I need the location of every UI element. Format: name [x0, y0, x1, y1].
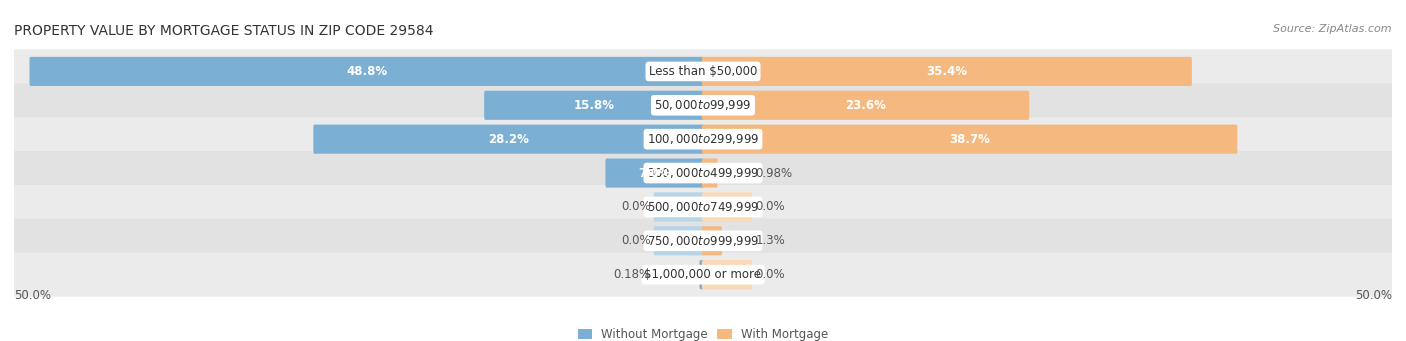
FancyBboxPatch shape	[702, 124, 1237, 154]
Text: 0.98%: 0.98%	[755, 166, 793, 180]
FancyBboxPatch shape	[314, 124, 704, 154]
FancyBboxPatch shape	[699, 260, 704, 289]
FancyBboxPatch shape	[702, 159, 717, 188]
FancyBboxPatch shape	[7, 219, 1399, 263]
Text: 0.0%: 0.0%	[621, 201, 651, 213]
FancyBboxPatch shape	[654, 226, 704, 255]
FancyBboxPatch shape	[702, 226, 723, 255]
FancyBboxPatch shape	[702, 91, 1029, 120]
FancyBboxPatch shape	[654, 192, 704, 222]
Text: 38.7%: 38.7%	[949, 133, 990, 146]
FancyBboxPatch shape	[30, 57, 704, 86]
FancyBboxPatch shape	[606, 159, 704, 188]
Text: 0.0%: 0.0%	[755, 201, 785, 213]
FancyBboxPatch shape	[7, 151, 1399, 195]
FancyBboxPatch shape	[702, 192, 752, 222]
FancyBboxPatch shape	[7, 253, 1399, 297]
FancyBboxPatch shape	[7, 185, 1399, 229]
Text: 0.0%: 0.0%	[755, 268, 785, 281]
Text: 1.3%: 1.3%	[755, 234, 785, 247]
Text: $300,000 to $499,999: $300,000 to $499,999	[647, 166, 759, 180]
FancyBboxPatch shape	[7, 83, 1399, 127]
Text: $50,000 to $99,999: $50,000 to $99,999	[654, 98, 752, 112]
Text: 7.0%: 7.0%	[638, 166, 671, 180]
Text: 23.6%: 23.6%	[845, 99, 886, 112]
Text: $500,000 to $749,999: $500,000 to $749,999	[647, 200, 759, 214]
Text: 50.0%: 50.0%	[1355, 289, 1392, 302]
Text: $100,000 to $299,999: $100,000 to $299,999	[647, 132, 759, 146]
FancyBboxPatch shape	[702, 57, 1192, 86]
Text: $1,000,000 or more: $1,000,000 or more	[644, 268, 762, 281]
Text: 50.0%: 50.0%	[14, 289, 51, 302]
Legend: Without Mortgage, With Mortgage: Without Mortgage, With Mortgage	[578, 328, 828, 341]
Text: 48.8%: 48.8%	[346, 65, 388, 78]
Text: PROPERTY VALUE BY MORTGAGE STATUS IN ZIP CODE 29584: PROPERTY VALUE BY MORTGAGE STATUS IN ZIP…	[14, 24, 433, 38]
FancyBboxPatch shape	[7, 49, 1399, 93]
Text: 0.0%: 0.0%	[621, 234, 651, 247]
FancyBboxPatch shape	[484, 91, 704, 120]
FancyBboxPatch shape	[7, 117, 1399, 161]
Text: $750,000 to $999,999: $750,000 to $999,999	[647, 234, 759, 248]
Text: 15.8%: 15.8%	[574, 99, 614, 112]
Text: 28.2%: 28.2%	[488, 133, 529, 146]
FancyBboxPatch shape	[702, 260, 752, 289]
Text: 35.4%: 35.4%	[927, 65, 967, 78]
Text: 0.18%: 0.18%	[613, 268, 651, 281]
Text: Less than $50,000: Less than $50,000	[648, 65, 758, 78]
Text: Source: ZipAtlas.com: Source: ZipAtlas.com	[1274, 24, 1392, 34]
